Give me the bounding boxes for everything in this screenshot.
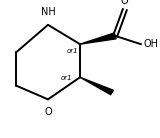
- Text: NH: NH: [41, 7, 55, 17]
- Text: OH: OH: [144, 39, 159, 49]
- Text: O: O: [44, 107, 52, 117]
- Polygon shape: [80, 77, 113, 95]
- Text: or1: or1: [66, 48, 78, 54]
- Polygon shape: [80, 33, 116, 44]
- Text: or1: or1: [61, 75, 72, 80]
- Text: O: O: [121, 0, 129, 6]
